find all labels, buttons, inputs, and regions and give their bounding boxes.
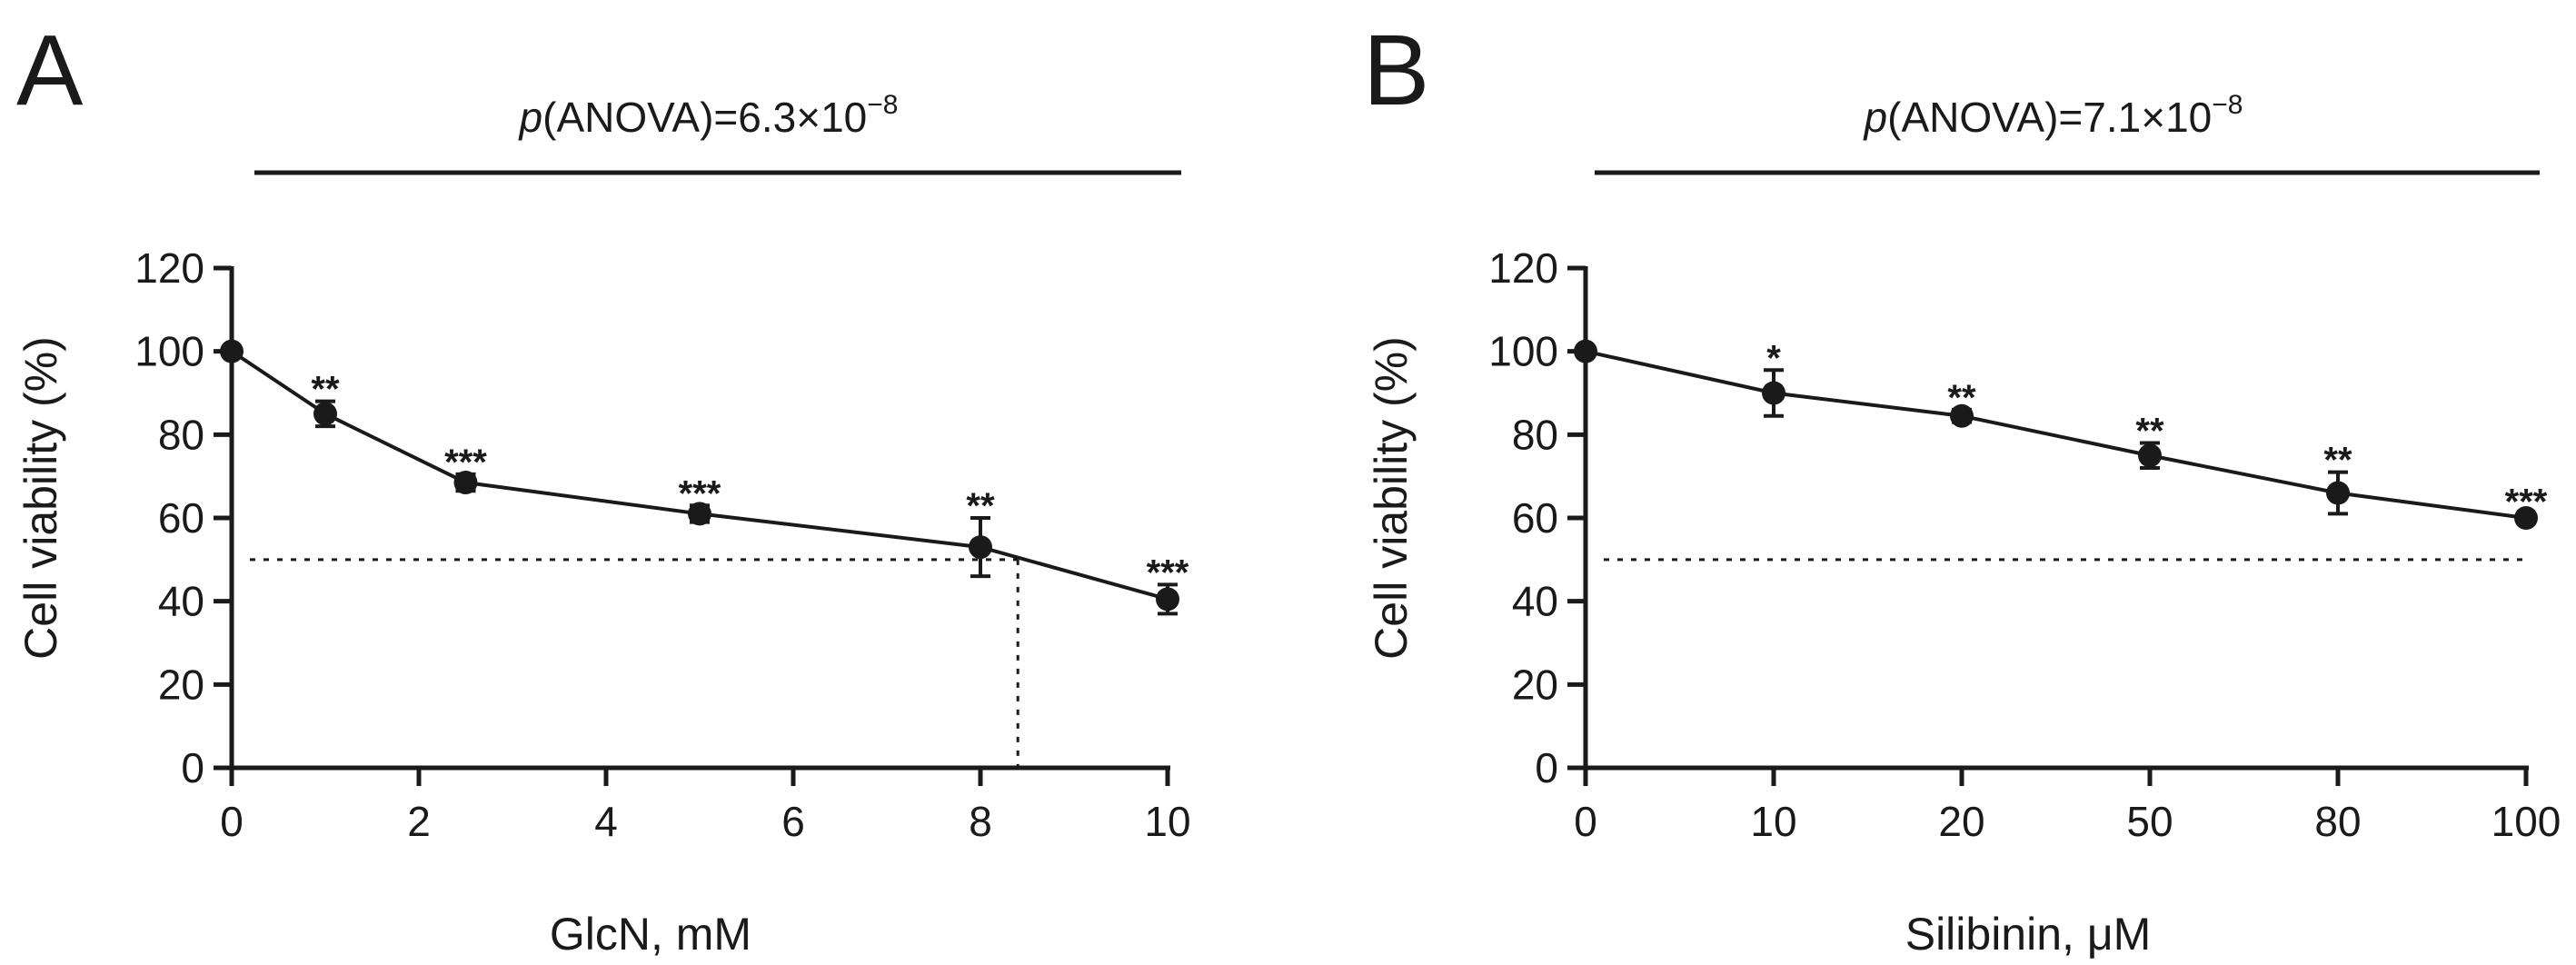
panel-a-y-tick-label: 120 [134, 244, 204, 292]
panel-a-x-tick-label: 4 [594, 798, 618, 845]
panel-b-x-tick-label: 0 [1574, 798, 1597, 845]
panel-a-anova-value: (ANOVA)=6.3×10 [542, 94, 867, 141]
panel-b-anova-p: p [1863, 94, 1888, 141]
panel-b-anova-exponent: −8 [2212, 90, 2243, 120]
panel-b-significance-label: ** [2135, 412, 2164, 452]
panel-b-y-tick-label: 80 [1512, 411, 1558, 458]
panel-a-x-axis-label: GlcN, mM [550, 909, 751, 960]
panel-a-x-tick-label: 10 [1144, 798, 1190, 845]
panel-b-x-tick-label: 50 [2126, 798, 2173, 845]
panel-a-y-tick-label: 20 [158, 661, 204, 708]
panel-b-anova-text: p(ANOVA)=7.1×10−8 [1863, 90, 2243, 141]
panel-a-significance-label: *** [1147, 552, 1189, 592]
panel-a-significance-label: *** [444, 443, 487, 482]
panel-a-anova-text: p(ANOVA)=6.3×10−8 [518, 90, 899, 141]
panel-a-data-point [313, 402, 337, 426]
panel-b-y-tick-label: 100 [1488, 328, 1558, 375]
panel-a-x-tick-label: 0 [220, 798, 244, 845]
panel-b: B p(ANOVA)=7.1×10−8 Cell viability (%) S… [1363, 15, 2561, 960]
panel-b-data-point [1574, 339, 1597, 363]
panel-a-data-point [688, 502, 711, 526]
panel-b-data-point [2514, 506, 2538, 530]
panel-b-y-tick-label: 40 [1512, 578, 1558, 625]
panel-b-y-tick-label: 120 [1488, 244, 1558, 292]
panel-b-data-point [1950, 403, 1974, 428]
panel-b-significance-label: * [1766, 338, 1781, 378]
panel-b-y-tick-label: 20 [1512, 661, 1558, 708]
panel-b-x-tick-label: 10 [1750, 798, 1796, 845]
panel-a-letter: A [16, 15, 84, 126]
panel-b-data-point [2326, 481, 2350, 505]
panel-a-y-tick-label: 40 [158, 578, 204, 625]
panel-a-significance-label: ** [311, 370, 340, 410]
panel-b-y-tick-label: 0 [1535, 744, 1558, 791]
panel-b-anova-value: (ANOVA)=7.1×10 [1887, 94, 2212, 141]
panel-a-y-axis-label: Cell viability (%) [15, 336, 66, 660]
panel-a: A p(ANOVA)=6.3×10−8 Cell viability (%) G… [15, 15, 1191, 960]
panel-b-y-tick-label: 60 [1512, 494, 1558, 542]
panel-b-significance-label: ** [1947, 378, 1976, 418]
panel-b-x-tick-label: 20 [1938, 798, 1984, 845]
panel-b-series-line [1585, 349, 2527, 520]
panel-a-x-tick-label: 8 [969, 798, 992, 845]
panel-a-y-tick-label: 60 [158, 494, 204, 542]
panel-a-anova-exponent: −8 [867, 90, 898, 120]
panel-a-data-point [220, 339, 244, 363]
panel-a-data-point [453, 471, 478, 495]
panel-a-anova-p: p [518, 94, 543, 141]
panel-b-significance-label: *** [2505, 482, 2548, 522]
panel-b-significance-label: ** [2323, 441, 2352, 481]
panel-a-x-tick-label: 2 [407, 798, 431, 845]
panel-b-data-point [2138, 443, 2162, 468]
panel-a-y-tick-label: 0 [181, 744, 204, 791]
panel-a-significance-label: ** [966, 486, 995, 526]
panel-a-y-tick-label: 80 [158, 411, 204, 458]
panel-a-x-tick-label: 6 [781, 798, 805, 845]
panel-a-significance-label: *** [679, 473, 721, 513]
panel-a-y-tick-label: 100 [134, 328, 204, 375]
panel-b-x-tick-label: 100 [2491, 798, 2561, 845]
panel-b-x-axis-label: Silibinin, μM [1905, 909, 2152, 960]
panel-a-series-line [230, 350, 1169, 602]
panel-a-data-point [1156, 587, 1179, 612]
panel-b-letter: B [1363, 15, 1429, 126]
panel-b-data-point [1762, 381, 1785, 405]
panel-b-x-tick-label: 80 [2314, 798, 2361, 845]
panel-a-data-point [969, 535, 992, 560]
panel-b-y-axis-label: Cell viability (%) [1366, 336, 1417, 660]
